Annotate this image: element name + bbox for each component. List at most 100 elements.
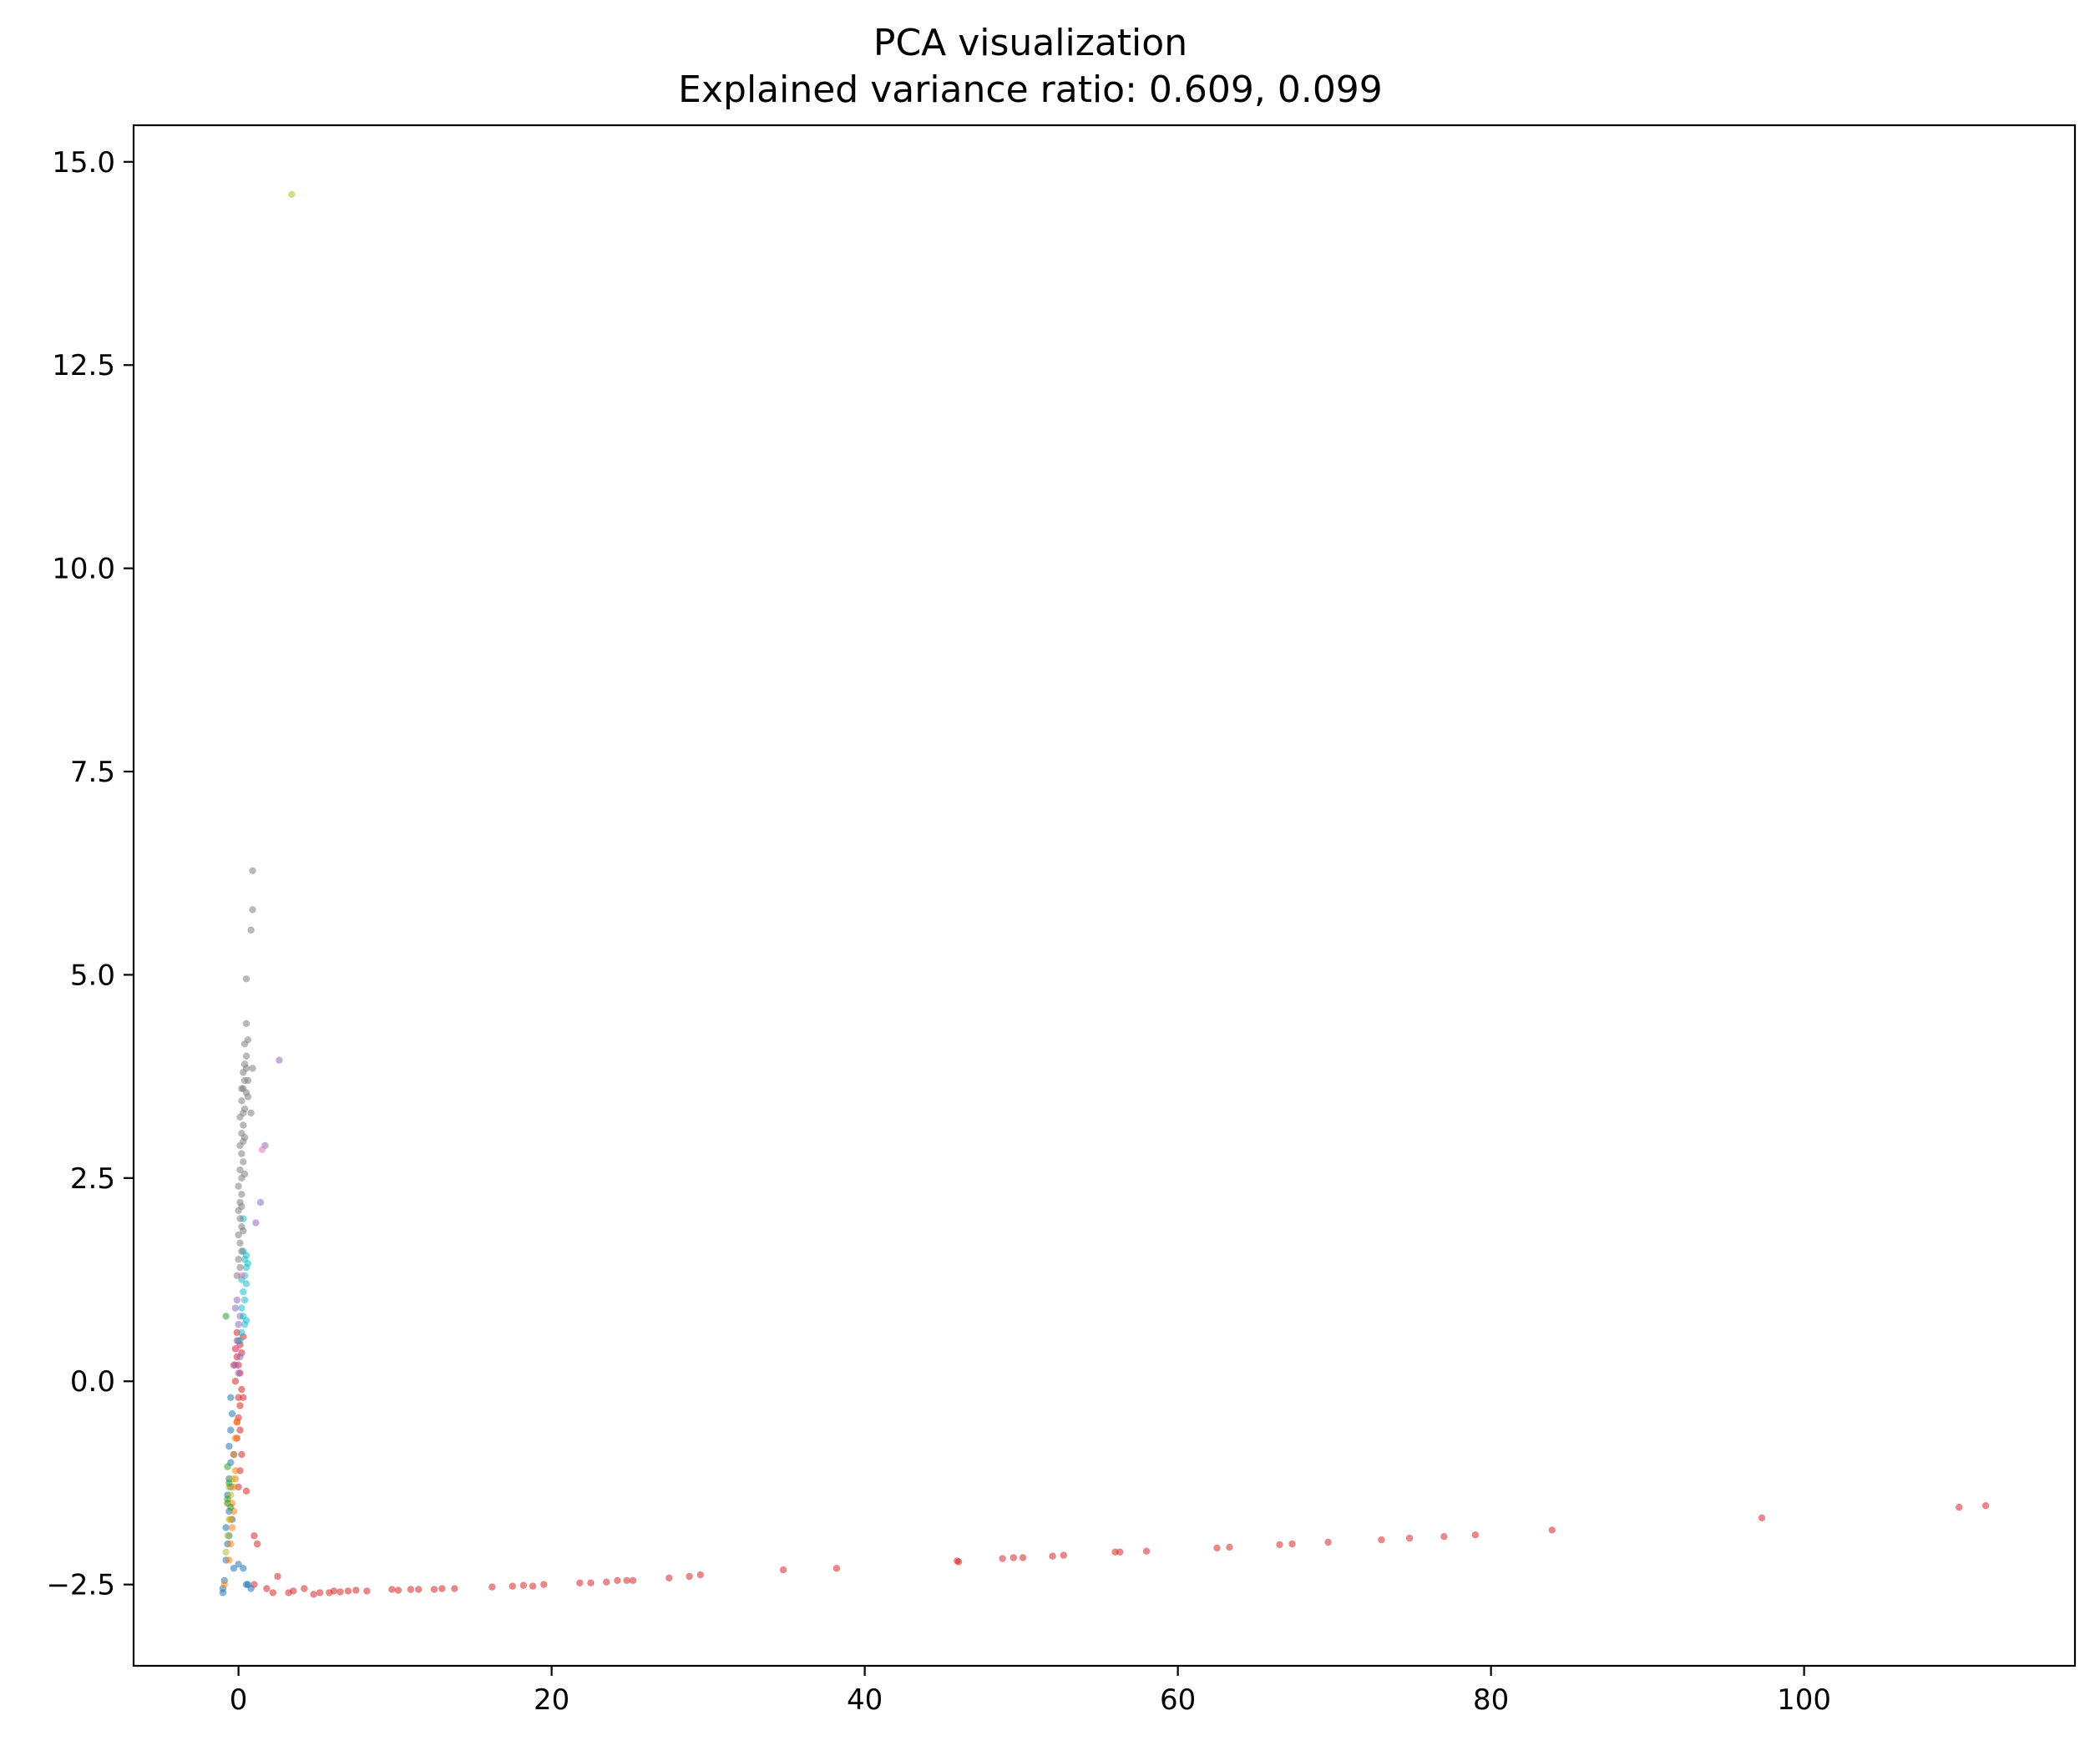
- data-point: [529, 1582, 537, 1590]
- data-point: [238, 1247, 245, 1255]
- data-point: [233, 1345, 240, 1353]
- data-point: [509, 1582, 516, 1590]
- data-point: [238, 1328, 245, 1337]
- data-point: [242, 1252, 250, 1259]
- data-point: [1276, 1541, 1283, 1549]
- data-point: [240, 1137, 247, 1146]
- data-point: [231, 1304, 240, 1312]
- data-point: [236, 1402, 244, 1409]
- data-point: [227, 1503, 235, 1511]
- data-point: [235, 1256, 242, 1263]
- data-point: [252, 1219, 260, 1227]
- data-point: [415, 1586, 423, 1593]
- y-axis: −2.5 0.0 2.5 5.0 7.5 10.0 12.5 15.0: [46, 146, 134, 1602]
- data-point: [999, 1555, 1006, 1562]
- data-point: [238, 1085, 245, 1092]
- data-point: [225, 1479, 233, 1487]
- data-point: [1324, 1538, 1332, 1546]
- data-point: [430, 1586, 438, 1593]
- data-point: [236, 1426, 244, 1434]
- data-point: [230, 1565, 238, 1572]
- data-point: [236, 1263, 244, 1272]
- x-tick-label: 100: [1777, 1683, 1831, 1717]
- data-point: [1378, 1536, 1385, 1544]
- data-point: [1213, 1544, 1221, 1552]
- y-tick-label: 2.5: [70, 1162, 115, 1196]
- data-point: [263, 1585, 271, 1592]
- data-point: [240, 1394, 247, 1401]
- data-point: [1956, 1503, 1963, 1511]
- data-point: [288, 190, 296, 198]
- data-point: [231, 1435, 240, 1442]
- x-tick-label: 80: [1473, 1683, 1509, 1717]
- data-point: [236, 1166, 244, 1174]
- data-point: [228, 1410, 236, 1418]
- data-point: [242, 1280, 250, 1288]
- data-point: [394, 1587, 402, 1594]
- scatter-points: [219, 190, 1990, 1598]
- data-point: [240, 1040, 249, 1048]
- data-point: [1060, 1551, 1068, 1559]
- data-point: [233, 1272, 240, 1279]
- data-point: [310, 1591, 317, 1598]
- data-point: [240, 1121, 247, 1129]
- data-point: [388, 1586, 396, 1593]
- data-point: [236, 1215, 244, 1222]
- data-point: [1226, 1543, 1233, 1551]
- data-point: [1288, 1540, 1296, 1548]
- data-point: [242, 1020, 250, 1028]
- data-point: [224, 1463, 231, 1470]
- data-point: [244, 1259, 252, 1268]
- data-point: [352, 1587, 360, 1594]
- data-point: [249, 1065, 256, 1072]
- x-tick-label: 60: [1160, 1683, 1196, 1717]
- data-point: [236, 1337, 244, 1344]
- data-point: [236, 1353, 244, 1361]
- data-point: [540, 1581, 548, 1588]
- data-point: [276, 1056, 283, 1064]
- data-point: [240, 1158, 247, 1166]
- data-point: [1049, 1552, 1056, 1560]
- y-tick-label: −2.5: [46, 1569, 115, 1602]
- data-point: [233, 1418, 240, 1426]
- y-tick-label: 10.0: [52, 553, 115, 586]
- data-point: [603, 1578, 610, 1586]
- data-point: [407, 1586, 415, 1593]
- data-point: [240, 1227, 247, 1235]
- y-tick-label: 7.5: [70, 756, 115, 789]
- data-point: [258, 1146, 266, 1154]
- data-point: [222, 1313, 230, 1320]
- data-point: [696, 1571, 704, 1579]
- data-point: [247, 926, 255, 934]
- data-point: [235, 1320, 242, 1328]
- data-point: [614, 1576, 621, 1585]
- data-point: [227, 1540, 235, 1548]
- data-point: [235, 1231, 242, 1239]
- data-point: [244, 1093, 252, 1101]
- data-point: [230, 1450, 238, 1459]
- data-point: [228, 1524, 236, 1531]
- data-point: [337, 1588, 344, 1596]
- data-point: [242, 1317, 250, 1324]
- data-point: [250, 1532, 258, 1540]
- data-point: [779, 1566, 787, 1574]
- plot-area-frame: [132, 124, 2077, 1667]
- data-point: [256, 1198, 265, 1207]
- data-point: [832, 1565, 841, 1572]
- data-point: [231, 1378, 240, 1385]
- data-point: [242, 975, 250, 983]
- data-point: [238, 1097, 245, 1105]
- data-point: [225, 1556, 233, 1564]
- x-tick-label: 0: [230, 1683, 248, 1717]
- data-point: [235, 1369, 242, 1377]
- data-point: [1019, 1554, 1027, 1561]
- data-point: [235, 1561, 242, 1568]
- data-point: [274, 1572, 281, 1581]
- data-point: [225, 1516, 233, 1523]
- data-point: [301, 1585, 308, 1592]
- chart-title: PCA visualization: [873, 22, 1187, 64]
- data-point: [240, 1288, 247, 1296]
- data-point: [344, 1587, 352, 1595]
- data-point: [233, 1296, 240, 1304]
